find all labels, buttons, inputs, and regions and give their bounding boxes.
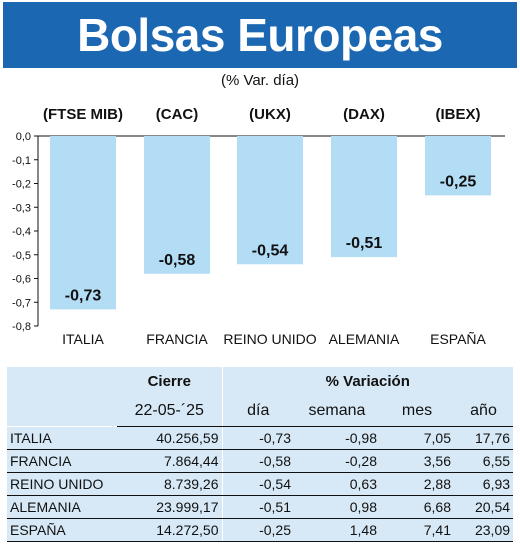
chart-subtitle: (% Var. día): [220, 72, 300, 89]
row-name: REINO UNIDO: [7, 471, 117, 496]
x-category-label: ESPAÑA: [430, 331, 486, 347]
y-tick-label: -0,3: [12, 202, 31, 214]
bar-value-label: -0,54: [252, 242, 289, 259]
header-date: 22-05-´25: [117, 396, 222, 427]
bar-value-label: -0,51: [346, 235, 383, 252]
y-tick-label: -0,8: [12, 321, 31, 333]
chart-title: Bolsas Europeas: [77, 9, 443, 61]
row-mes: 7,05: [380, 425, 454, 450]
bar: [425, 136, 491, 196]
table-row: ESPAÑA 14.272,50 -0,25 1,48 7,41 23,09: [7, 517, 514, 543]
row-dia: -0,54: [221, 471, 294, 496]
index-label: (DAX): [343, 106, 385, 123]
row-ano: 20,54: [454, 494, 514, 519]
header-semana: semana: [294, 396, 380, 427]
bar: [237, 136, 303, 265]
closing-table: Cierre % Variación 22-05-´25 día semana …: [7, 367, 514, 543]
row-cierre: 8.739,26: [117, 471, 222, 496]
header-ano: año: [454, 396, 514, 427]
row-mes: 7,41: [380, 517, 454, 543]
title-banner: Bolsas Europeas: [3, 2, 517, 68]
table-row: ALEMANIA 23.999,17 -0,51 0,98 6,68 20,54: [7, 494, 514, 519]
row-name: FRANCIA: [7, 448, 117, 473]
row-dia: -0,73: [221, 425, 294, 450]
row-name: ESPAÑA: [7, 517, 117, 543]
row-cierre: 23.999,17: [117, 494, 222, 519]
index-label: (UKX): [249, 106, 291, 123]
row-semana: 0,98: [294, 494, 380, 519]
row-dia: -0,25: [221, 517, 294, 543]
y-tick-label: -0,7: [12, 297, 31, 309]
y-tick-label: -0,5: [12, 250, 31, 262]
table-row: REINO UNIDO 8.739,26 -0,54 0,63 2,88 6,9…: [7, 471, 514, 496]
bar: [331, 136, 397, 258]
row-cierre: 40.256,59: [117, 425, 222, 450]
bar-value-label: -0,73: [65, 287, 102, 304]
y-tick-label: -0,2: [12, 179, 31, 191]
row-cierre: 14.272,50: [117, 517, 222, 543]
row-mes: 6,68: [380, 494, 454, 519]
bar-chart: 0,0 -0,1 -0,2 -0,3 -0,4 -0,5 -0,6 -0,7 -0,8 -0,73…: [12, 106, 505, 347]
index-label: (FTSE MIB): [43, 106, 123, 123]
bar-value-label: -0,25: [440, 173, 477, 190]
row-mes: 2,88: [380, 471, 454, 496]
index-label: (CAC): [156, 106, 199, 123]
bar: [50, 136, 116, 310]
row-ano: 23,09: [454, 517, 514, 543]
row-ano: 6,93: [454, 471, 514, 496]
y-tick-label: -0,1: [12, 155, 31, 167]
x-category-label: ALEMANIA: [329, 331, 400, 347]
x-category-label: ITALIA: [62, 331, 104, 347]
row-dia: -0,58: [221, 448, 294, 473]
y-tick-label: -0,6: [12, 274, 31, 286]
index-label: (IBEX): [436, 106, 481, 123]
header-cierre: Cierre: [147, 372, 191, 390]
y-tick-label: -0,4: [12, 226, 31, 238]
table-row: ITALIA 40.256,59 -0,73 -0,98 7,05 17,76: [7, 425, 514, 450]
header-mes: mes: [380, 396, 454, 427]
row-name: ALEMANIA: [7, 494, 117, 519]
row-cierre: 7.864,44: [117, 448, 222, 473]
row-semana: -0,28: [294, 448, 380, 473]
header-dia: día: [221, 396, 294, 427]
y-tick-label: 0,0: [16, 131, 31, 143]
bar-value-label: -0,58: [159, 252, 196, 269]
bar: [144, 136, 210, 274]
row-semana: 0,63: [294, 471, 380, 496]
table-row: FRANCIA 7.864,44 -0,58 -0,28 3,56 6,55: [7, 448, 514, 473]
row-ano: 17,76: [454, 425, 514, 450]
row-name: ITALIA: [7, 425, 117, 450]
row-semana: -0,98: [294, 425, 380, 450]
row-mes: 3,56: [380, 448, 454, 473]
x-category-label: FRANCIA: [146, 331, 208, 347]
row-semana: 1,48: [294, 517, 380, 543]
x-category-label: REINO UNIDO: [223, 331, 316, 347]
row-ano: 6,55: [454, 448, 514, 473]
header-variacion: % Variación: [221, 367, 514, 397]
row-dia: -0,51: [221, 494, 294, 519]
